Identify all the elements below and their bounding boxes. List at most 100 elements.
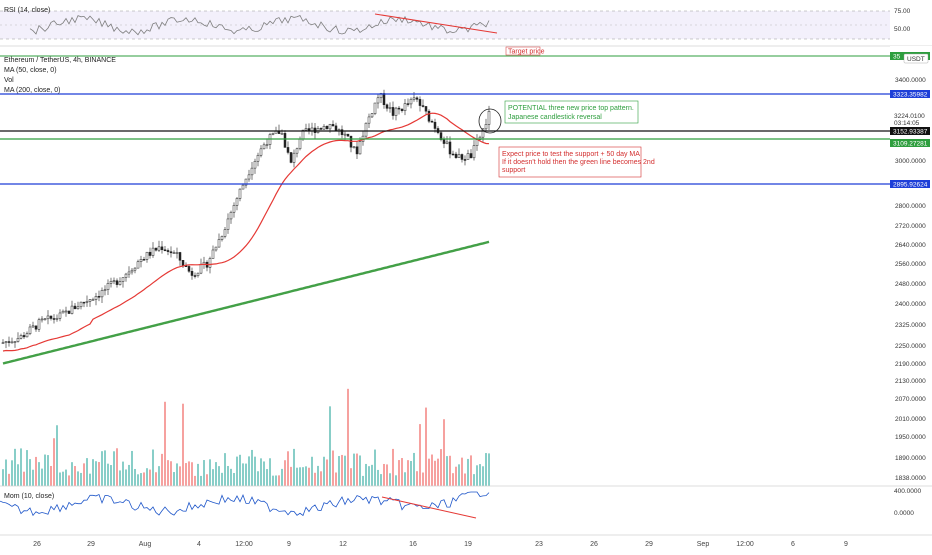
candle-body: [271, 132, 275, 135]
volume-bar: [116, 448, 118, 486]
volume-bar: [413, 452, 415, 486]
price-pane[interactable]: Target price POTENTIAL three new price t…: [0, 46, 890, 486]
volume-bar: [107, 463, 109, 486]
volume-bar: [131, 450, 133, 486]
candle-body: [292, 152, 296, 163]
volume-bar: [221, 472, 223, 486]
rsi-pane[interactable]: RSI (14, close) 75.00 50.00: [0, 7, 911, 40]
volume-bar: [146, 468, 148, 486]
volume-bar: [188, 461, 190, 486]
volume-bar: [233, 473, 235, 486]
rsi-divergence-line: [374, 13, 498, 34]
candle-body: [256, 154, 260, 162]
volume-bar: [461, 457, 463, 486]
volume-bar: [239, 454, 241, 486]
candle-body: [130, 269, 134, 273]
unit-label: USDT: [907, 56, 925, 63]
volume-bar: [137, 474, 139, 486]
candle-body: [445, 141, 449, 144]
volume-bar: [260, 458, 262, 486]
volume-bar: [110, 465, 112, 486]
candle-body: [127, 271, 131, 275]
volume-bar: [95, 461, 97, 486]
badge-blue-top: [890, 90, 930, 98]
volume-bar: [431, 454, 433, 486]
legend-ma50[interactable]: MA (50, close, 0): [4, 67, 57, 74]
volume-bar: [35, 456, 37, 486]
candle-body: [442, 139, 446, 144]
badge-green-text: 3109.27281: [893, 141, 928, 148]
volume-bar: [458, 464, 460, 486]
price-tick: 2130.0000: [895, 378, 926, 385]
candle-body: [328, 124, 332, 130]
candle-body: [226, 218, 230, 230]
volume-bar: [308, 467, 310, 486]
mom-line: [0, 491, 490, 517]
volume-bar: [311, 456, 313, 486]
target-note-box[interactable]: [505, 46, 541, 56]
candle-body: [484, 124, 488, 130]
volume-bar: [350, 468, 352, 486]
candle-body: [79, 301, 83, 308]
volume-bar: [392, 448, 394, 486]
mom-label: Mom (10, close): [4, 493, 54, 500]
price-axis[interactable]: 3400.0000 3000.0000 2800.0000 2720.0000 2640…: [890, 46, 932, 486]
volume-bar: [119, 470, 121, 486]
reversal-circle[interactable]: [478, 108, 502, 134]
badge-black-text: 3152.93387: [893, 129, 928, 136]
volume-bar: [167, 460, 169, 486]
price-tick: 2250.0000: [895, 343, 926, 350]
candle-body: [220, 236, 224, 240]
badge-blue-top-text: 3323.35982: [893, 92, 928, 99]
volume-bar: [281, 468, 283, 486]
volume-bar: [374, 449, 376, 486]
candle-body: [100, 290, 104, 298]
volume-bar: [335, 472, 337, 486]
legend-ma200[interactable]: MA (200, close, 0): [4, 87, 60, 94]
legend-vol[interactable]: Vol: [4, 77, 14, 84]
candle-body: [49, 315, 53, 319]
volume-bar: [71, 462, 73, 486]
mom-pane[interactable]: Mom (10, close) 400.0000 0.0000: [0, 488, 921, 519]
expect-note-box[interactable]: [498, 146, 642, 178]
time-axis[interactable]: 26 29 Aug 4 12:00 9 12 16 19 23 26 29 Sep 12:00 6 9: [33, 541, 848, 548]
potential-note-box[interactable]: [504, 100, 639, 124]
volume-bar: [344, 455, 346, 486]
volume-bar: [320, 471, 322, 486]
volume-bar: [194, 475, 196, 486]
candle-body: [175, 252, 179, 254]
volume-bar: [56, 425, 58, 486]
time-tick: 9: [844, 541, 848, 548]
candle-body: [400, 108, 404, 111]
expect-note-line2: If it doesn't hold then the green line b…: [502, 159, 655, 166]
volume-bar: [269, 458, 271, 486]
candle-body: [298, 138, 302, 150]
volume-bar: [380, 474, 382, 486]
volume-bar: [455, 466, 457, 486]
candle-body: [247, 174, 251, 180]
volume-bar: [287, 451, 289, 486]
unit-badge[interactable]: [903, 53, 929, 64]
candle-body: [13, 341, 17, 343]
candle-body: [82, 301, 86, 304]
candle-body: [460, 154, 464, 160]
volume-bar: [371, 464, 373, 486]
volume-bar: [353, 453, 355, 486]
volume-bar: [113, 451, 115, 486]
candle-body: [388, 107, 392, 109]
volume-bar: [200, 475, 202, 486]
badge-blue-bottom: [890, 180, 930, 188]
volume-bar: [197, 463, 199, 486]
volume-bar: [143, 472, 145, 486]
candle-body: [4, 341, 8, 343]
candle-body: [415, 97, 419, 100]
candle-body: [346, 133, 350, 137]
candle-body: [124, 273, 128, 278]
volume-bar: [20, 448, 22, 486]
candle-body: [313, 127, 317, 133]
candle-body: [91, 299, 95, 301]
volume-bar: [179, 466, 181, 486]
candle-body: [196, 272, 200, 276]
